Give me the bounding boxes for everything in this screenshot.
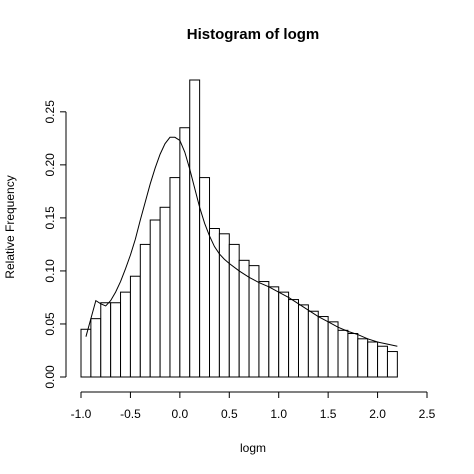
x-tick-label: -1.0	[71, 407, 92, 421]
histogram-bar	[238, 259, 250, 378]
histogram-bar	[377, 345, 388, 378]
x-tick-label: -0.5	[120, 407, 141, 421]
histogram-bar	[288, 299, 299, 378]
histogram-bar	[139, 243, 151, 378]
histogram-bar	[189, 79, 201, 378]
histogram-bar	[120, 291, 131, 378]
histogram-bar	[129, 275, 141, 378]
histogram-bar	[100, 302, 112, 378]
histogram-bar	[297, 304, 309, 378]
histogram-bar	[337, 329, 349, 378]
histogram-bar	[258, 281, 270, 378]
histogram-bar	[317, 316, 329, 378]
y-tick-label: 0.15	[43, 206, 57, 230]
chart-title: Histogram of logm	[187, 26, 320, 43]
x-tick-label: 0.5	[221, 407, 238, 421]
histogram-bar	[307, 310, 319, 378]
histogram-bar	[327, 321, 339, 378]
y-tick-label: 0.20	[43, 153, 57, 177]
y-axis-label: Relative Frequency	[3, 175, 17, 278]
histogram-bar	[209, 228, 220, 378]
histogram-bars	[80, 79, 398, 378]
x-tick-label: 2.0	[369, 407, 386, 421]
histogram-bar	[367, 341, 379, 378]
density-curve	[85, 136, 398, 347]
x-tick-label: 2.5	[419, 407, 436, 421]
histogram-bar	[199, 177, 211, 378]
x-tick-label: 1.5	[320, 407, 337, 421]
histogram-bar	[149, 219, 161, 378]
histogram-bar	[357, 338, 369, 378]
x-tick-label: 1.0	[270, 407, 287, 421]
histogram-bar	[386, 351, 398, 378]
y-axis: 0.00 0.05 0.10 0.15 0.20 0.25	[43, 100, 67, 389]
histogram-bar	[90, 318, 102, 378]
histogram-bar	[268, 286, 280, 378]
y-tick-label: 0.25	[43, 100, 57, 124]
histogram-bar	[278, 291, 290, 378]
histogram-bar	[159, 206, 171, 378]
y-tick-label: 0.10	[43, 259, 57, 283]
histogram-bar	[110, 302, 122, 378]
histogram-bar	[169, 177, 181, 378]
x-tick-label: 0.0	[172, 407, 189, 421]
y-tick-label: 0.05	[43, 312, 57, 336]
y-tick-label: 0.00	[43, 365, 57, 389]
x-axis: -1.0 -0.5 0.0 0.5 1.0 1.5 2.0 2.5	[71, 391, 436, 421]
x-axis-label: logm	[240, 441, 266, 455]
histogram-bar	[347, 333, 359, 378]
